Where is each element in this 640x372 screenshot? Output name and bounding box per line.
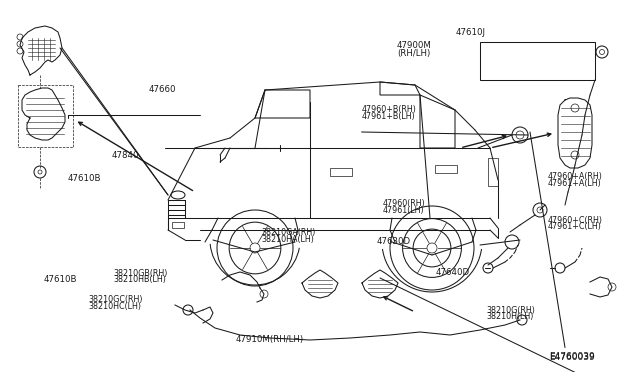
Text: 47960+C(RH): 47960+C(RH): [547, 216, 602, 225]
Text: 47840: 47840: [112, 151, 140, 160]
Bar: [18, 85, 73, 147]
Text: 47961+A(LH): 47961+A(LH): [547, 179, 601, 187]
Text: 47610B: 47610B: [68, 174, 102, 183]
Text: 38210HC(LH): 38210HC(LH): [88, 302, 141, 311]
Text: 47630D: 47630D: [376, 237, 410, 246]
Text: (RH/LH): (RH/LH): [397, 49, 430, 58]
Text: 47610J: 47610J: [456, 28, 486, 37]
Text: 47660: 47660: [148, 85, 176, 94]
Text: 47900M: 47900M: [397, 41, 431, 50]
Bar: [435, 165, 457, 173]
Text: 47961(LH): 47961(LH): [383, 206, 424, 215]
Text: 47961+C(LH): 47961+C(LH): [547, 222, 601, 231]
Bar: [330, 168, 352, 176]
Text: 38210GA(RH): 38210GA(RH): [261, 228, 316, 237]
Text: 47960+A(RH): 47960+A(RH): [547, 172, 602, 181]
Text: 47640D: 47640D: [435, 268, 469, 277]
Text: 38210H(LH): 38210H(LH): [486, 312, 534, 321]
Bar: [172, 222, 184, 228]
Text: 38210HA(LH): 38210HA(LH): [261, 235, 314, 244]
Text: 47961+B(LH): 47961+B(LH): [362, 112, 415, 121]
Text: 47910M(RH/LH): 47910M(RH/LH): [236, 335, 303, 344]
Text: 47960+B(RH): 47960+B(RH): [362, 105, 417, 114]
Bar: [480, 42, 595, 80]
Text: E4760039: E4760039: [549, 352, 595, 361]
Text: 47960(RH): 47960(RH): [383, 199, 426, 208]
Text: 38210G(RH): 38210G(RH): [486, 306, 535, 315]
Text: 38210GB(RH): 38210GB(RH): [114, 269, 168, 278]
Text: 47610B: 47610B: [44, 275, 77, 284]
Text: 38210GC(RH): 38210GC(RH): [88, 295, 143, 304]
Text: E4760039: E4760039: [549, 353, 595, 362]
Text: 38210HB(LH): 38210HB(LH): [114, 275, 167, 284]
Bar: [488, 158, 498, 186]
